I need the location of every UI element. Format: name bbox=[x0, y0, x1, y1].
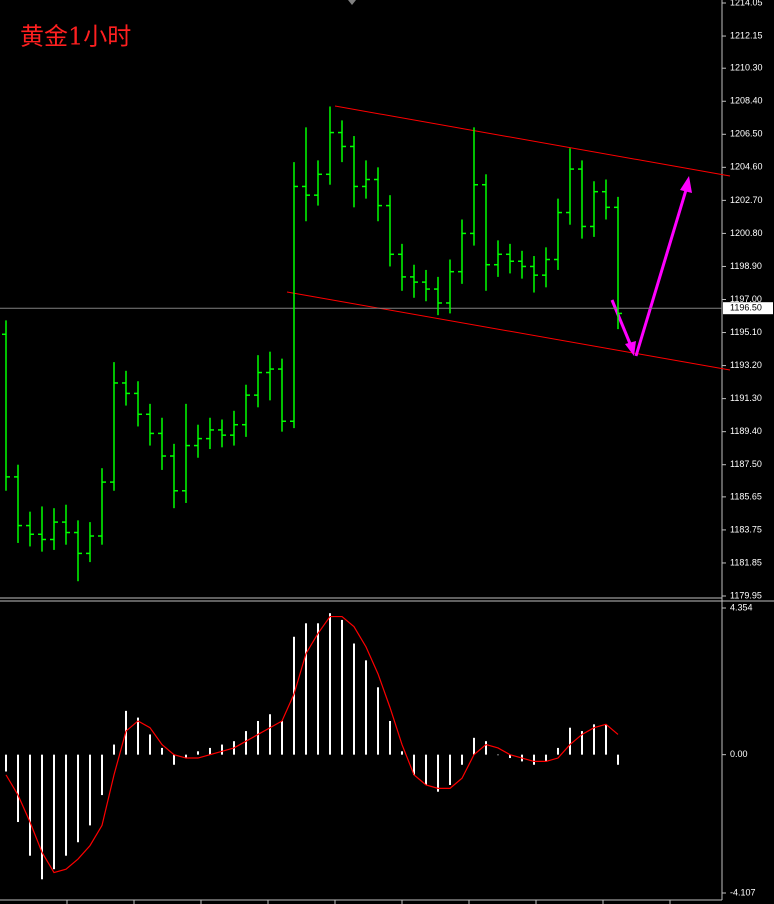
macd-bar bbox=[245, 731, 247, 755]
y-tick-label: 1202.70 bbox=[730, 195, 763, 205]
y-tick-label: 1193.20 bbox=[730, 360, 762, 370]
y-tick-label: 1181.85 bbox=[730, 557, 762, 567]
y-tick-label: 1198.90 bbox=[730, 261, 762, 271]
macd-bar bbox=[617, 754, 619, 765]
macd-bar bbox=[173, 754, 175, 765]
y-tick-label: 1183.75 bbox=[730, 524, 762, 534]
y-tick-label: 1179.95 bbox=[730, 590, 762, 600]
macd-bar bbox=[533, 754, 535, 765]
y-tick-label: 1195.10 bbox=[730, 327, 762, 337]
macd-bar bbox=[185, 754, 187, 759]
y-tick-label: 1214.05 bbox=[730, 0, 763, 7]
y-tick-label: 1210.30 bbox=[730, 63, 763, 73]
shift-marker bbox=[348, 0, 356, 5]
macd-bar bbox=[17, 754, 19, 823]
macd-bar bbox=[77, 754, 79, 843]
macd-bar bbox=[113, 744, 115, 755]
y-tick-label: 1197.00 bbox=[730, 294, 762, 304]
signal-line bbox=[5, 615, 619, 874]
macd-bar bbox=[365, 660, 367, 755]
y-tick-label: 1185.65 bbox=[730, 491, 762, 501]
trend-line bbox=[286, 291, 731, 371]
macd-bar bbox=[389, 720, 391, 755]
macd-bar bbox=[329, 613, 331, 755]
arrow bbox=[634, 189, 688, 357]
y-tick-label: 1191.30 bbox=[730, 393, 762, 403]
y-tick-label: 4.354 bbox=[730, 602, 753, 612]
macd-bar bbox=[5, 754, 7, 772]
macd-bar bbox=[221, 744, 223, 755]
macd-bar bbox=[593, 724, 595, 755]
macd-bar bbox=[65, 754, 67, 856]
macd-bar bbox=[281, 720, 283, 755]
y-tick-label: 1189.40 bbox=[730, 426, 762, 436]
macd-bar bbox=[161, 747, 163, 755]
macd-bar bbox=[497, 754, 499, 756]
y-tick-label: 1200.80 bbox=[730, 228, 763, 238]
y-tick-label: -4.107 bbox=[730, 887, 756, 897]
macd-bar bbox=[509, 754, 511, 759]
y-tick-label: 1212.15 bbox=[730, 30, 763, 40]
current-price-label: 1196.50 bbox=[730, 303, 762, 313]
y-tick-label: 1208.40 bbox=[730, 96, 763, 106]
macd-bar bbox=[41, 754, 43, 880]
macd-bar bbox=[305, 623, 307, 755]
macd-bar bbox=[257, 720, 259, 755]
trend-line bbox=[334, 105, 731, 177]
macd-bar bbox=[605, 724, 607, 755]
macd-bar bbox=[461, 754, 463, 765]
y-tick-label: 1204.60 bbox=[730, 162, 763, 172]
macd-bar bbox=[89, 754, 91, 826]
chart-title: 黄金1小时 bbox=[20, 23, 131, 51]
arrow-head bbox=[625, 341, 636, 356]
macd-bar bbox=[581, 731, 583, 755]
macd-bar bbox=[353, 643, 355, 755]
macd-bar bbox=[545, 754, 547, 762]
y-tick-label: 0.00 bbox=[730, 749, 748, 759]
macd-bar bbox=[197, 751, 199, 755]
y-tick-label: 1206.50 bbox=[730, 129, 763, 139]
macd-bar bbox=[377, 687, 379, 755]
macd-bar bbox=[269, 714, 271, 755]
arrow-head bbox=[680, 176, 692, 193]
macd-bar bbox=[53, 754, 55, 870]
macd-bar bbox=[317, 623, 319, 755]
current-price-box bbox=[723, 302, 773, 315]
macd-bar bbox=[149, 734, 151, 755]
macd-bar bbox=[437, 754, 439, 792]
macd-bar bbox=[473, 737, 475, 755]
macd-bar bbox=[557, 747, 559, 755]
macd-bar bbox=[137, 717, 139, 755]
macd-bar bbox=[449, 754, 451, 785]
macd-bar bbox=[425, 754, 427, 785]
arrow bbox=[610, 299, 633, 347]
y-tick-label: 1187.50 bbox=[730, 459, 762, 469]
macd-bar bbox=[401, 751, 403, 755]
macd-bar bbox=[101, 754, 103, 796]
macd-bar bbox=[209, 747, 211, 755]
macd-bar bbox=[569, 727, 571, 755]
macd-bar bbox=[341, 619, 343, 755]
macd-bar bbox=[485, 741, 487, 755]
macd-bar bbox=[293, 636, 295, 755]
macd-bar bbox=[29, 754, 31, 856]
macd-bar bbox=[413, 754, 415, 775]
